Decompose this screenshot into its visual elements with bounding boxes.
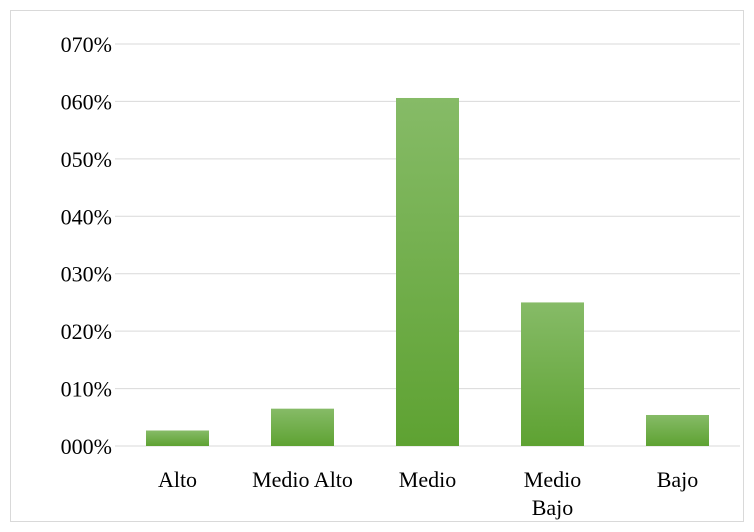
bar [271,408,334,446]
x-category-label: Bajo [532,495,574,520]
y-tick-label: 030% [61,262,112,287]
x-category-label: Medio [399,467,456,492]
y-tick-label: 000% [61,434,112,459]
bar [396,97,459,447]
y-tick-label: 020% [61,319,112,344]
y-tick-label: 040% [61,204,112,229]
bar [146,430,209,446]
y-axis-ticks: 000% 010% 020% 030% 040% 050% 060% 070% [61,32,112,459]
x-category-label: Alto [158,467,197,492]
y-tick-label: 060% [61,89,112,114]
bars [146,97,709,447]
x-category-label: Bajo [657,467,699,492]
chart-frame [10,10,744,522]
bar [521,302,584,446]
x-category-label: Medio Alto [252,467,353,492]
y-tick-label: 070% [61,32,112,57]
y-tick-label: 010% [61,377,112,402]
x-axis-categories: Alto Medio Alto Medio Medio Bajo Bajo [158,467,698,520]
bar [646,414,709,446]
x-category-label: Medio [524,467,581,492]
y-tick-label: 050% [61,147,112,172]
